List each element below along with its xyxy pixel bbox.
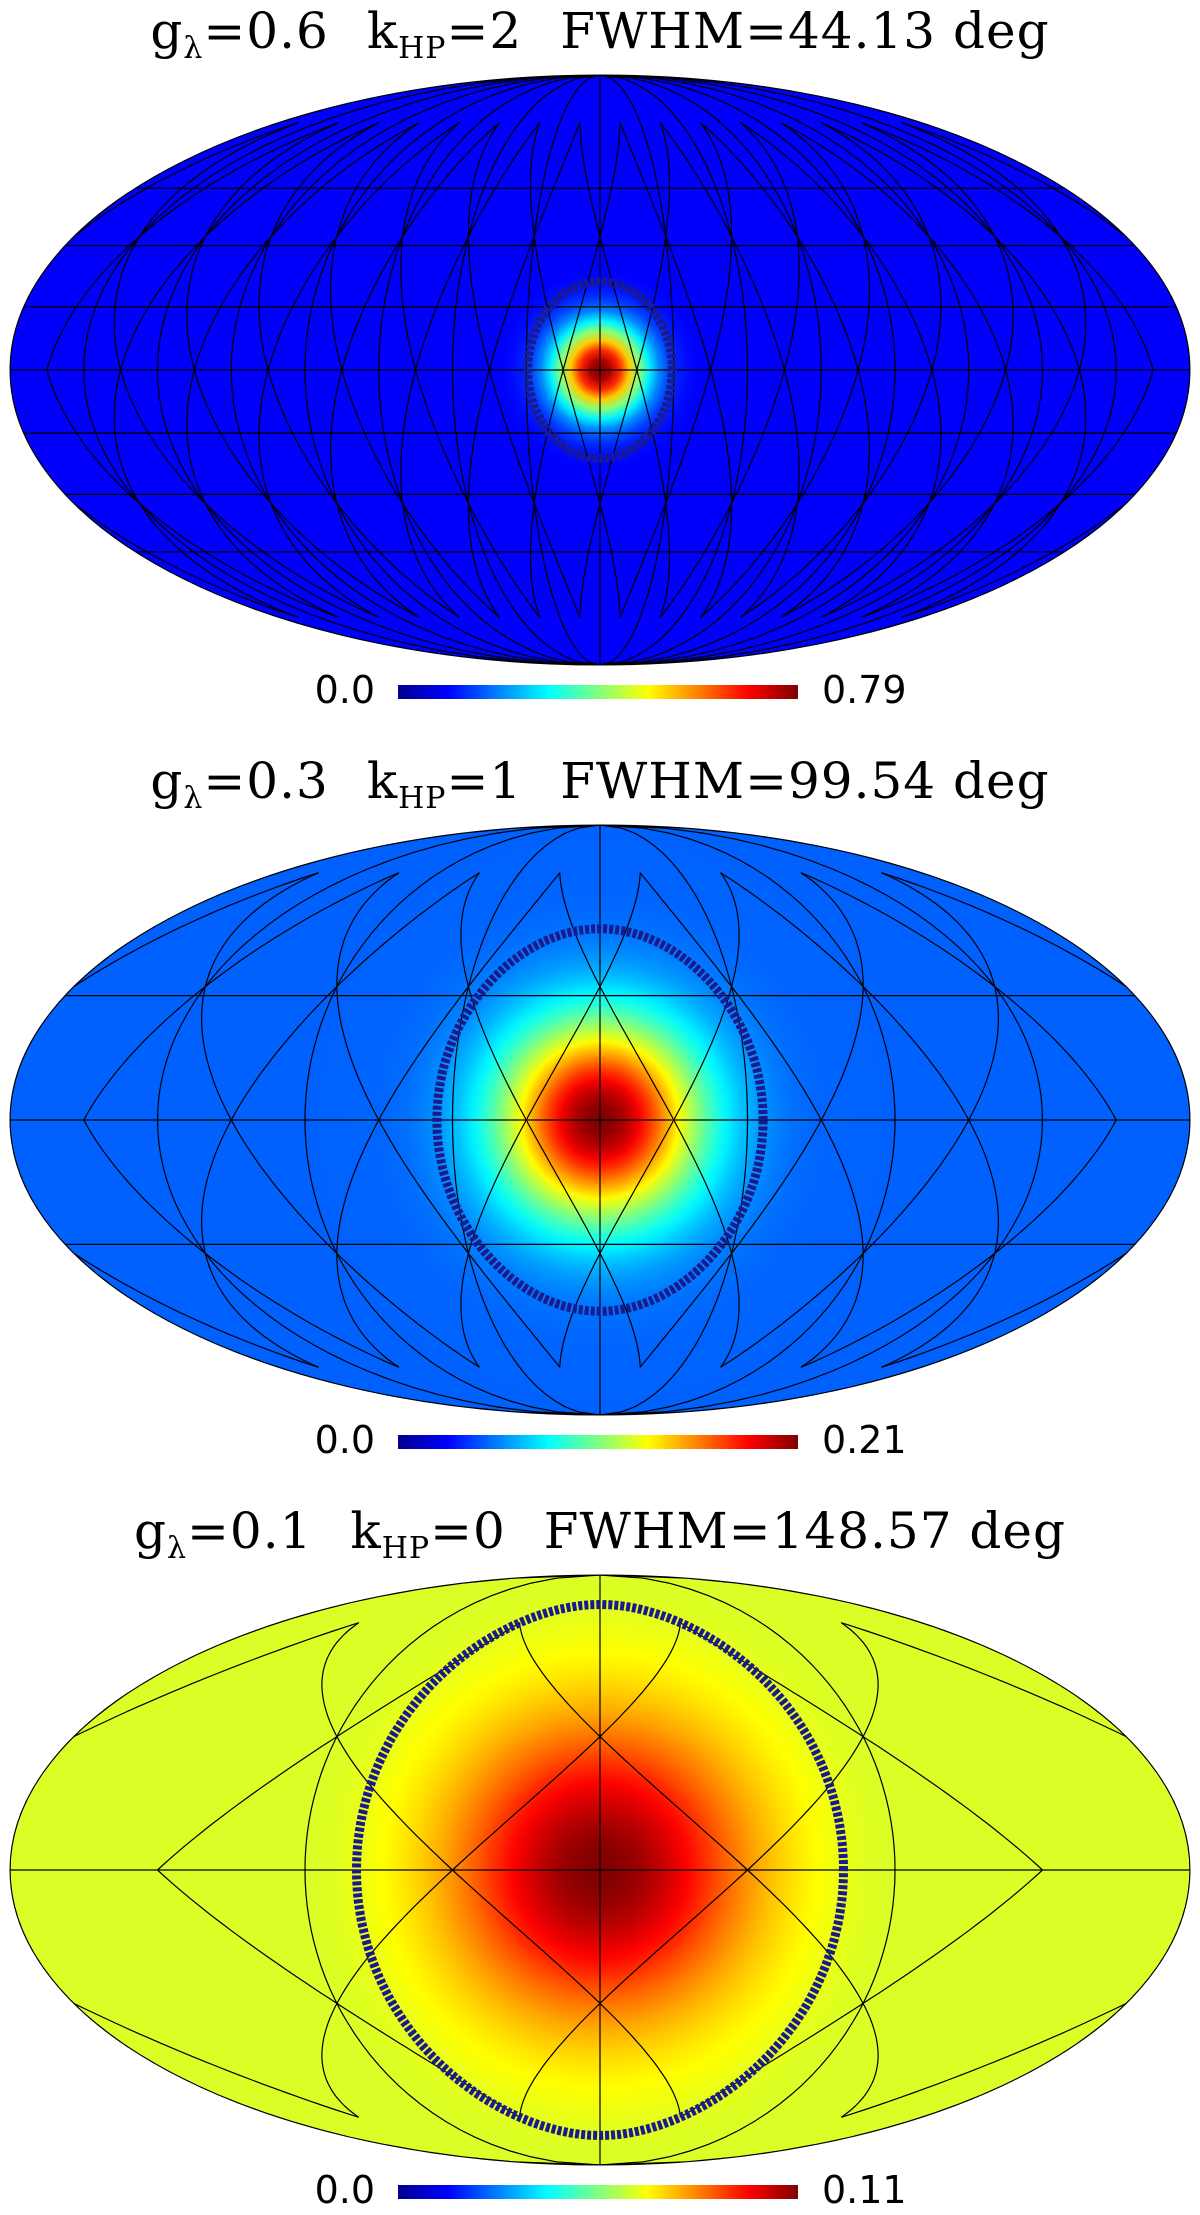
grid-boundary bbox=[46, 122, 339, 371]
g-symbol: g bbox=[150, 752, 184, 810]
g-subscript: λ bbox=[183, 781, 204, 816]
mollweide-map-2 bbox=[9, 824, 1191, 1416]
grid-boundary bbox=[700, 122, 733, 371]
grid-boundary bbox=[120, 369, 380, 618]
g-value: =0.1 bbox=[186, 1502, 313, 1560]
fwhm-label: FWHM=148.57 deg bbox=[543, 1502, 1067, 1560]
fwhm-label: FWHM=99.54 deg bbox=[560, 752, 1050, 810]
k-value: =0 bbox=[430, 1502, 506, 1560]
k-value: =1 bbox=[446, 752, 523, 810]
panel-1-title: gλ=0.6 kHP=2 FWHM=44.13 deg bbox=[0, 6, 1200, 64]
grid-boundary bbox=[230, 872, 480, 1121]
g-value: =0.6 bbox=[203, 2, 329, 60]
mollweide-map-1 bbox=[9, 74, 1191, 666]
k-symbol: k bbox=[350, 1502, 382, 1560]
grid-boundary bbox=[881, 872, 1000, 1121]
grid-boundary bbox=[800, 872, 864, 1121]
grid-boundary bbox=[452, 1869, 681, 2118]
colorbar-max-label: 0.11 bbox=[822, 2168, 907, 2212]
map-outline bbox=[9, 74, 1191, 666]
g-value: =0.3 bbox=[203, 752, 329, 810]
k-subscript: HP bbox=[398, 31, 447, 66]
g-symbol: g bbox=[150, 2, 184, 60]
grid-boundary bbox=[780, 369, 870, 618]
colorbar-3: 0.0 0.11 bbox=[0, 2165, 1200, 2215]
grid-boundary bbox=[230, 1119, 480, 1368]
grid-boundary bbox=[780, 122, 870, 371]
colorbar-min-label: 0.0 bbox=[314, 668, 375, 712]
grid-boundary bbox=[193, 369, 420, 618]
healpix-grid bbox=[10, 75, 1190, 665]
grid-boundary bbox=[673, 1119, 740, 1368]
colorbar-1: 0.0 0.79 bbox=[0, 665, 1200, 715]
colorbar-gradient bbox=[398, 2185, 798, 2199]
grid-boundary bbox=[452, 1622, 681, 1871]
k-subscript: HP bbox=[398, 781, 447, 816]
g-symbol: g bbox=[133, 1502, 167, 1560]
colorbar-max-label: 0.79 bbox=[822, 668, 907, 712]
grid-boundary bbox=[525, 872, 641, 1121]
grid-boundary bbox=[901, 369, 1087, 618]
grid-boundary bbox=[193, 122, 420, 371]
grid-boundary bbox=[378, 872, 561, 1121]
healpix-grid bbox=[10, 825, 1190, 1415]
grid-boundary bbox=[83, 872, 400, 1121]
k-subscript: HP bbox=[381, 1531, 431, 1566]
map-outline bbox=[9, 1574, 1191, 2166]
grid-boundary bbox=[636, 369, 671, 618]
colorbar-2: 0.0 0.21 bbox=[0, 1415, 1200, 1465]
k-symbol: k bbox=[366, 752, 399, 810]
grid-boundary bbox=[820, 369, 942, 618]
fwhm-ring bbox=[523, 277, 677, 463]
grid-boundary bbox=[267, 369, 460, 618]
grid-boundary bbox=[120, 122, 380, 371]
grid-boundary bbox=[415, 122, 541, 371]
fwhm-label: FWHM=44.13 deg bbox=[560, 2, 1050, 60]
map-outline bbox=[9, 824, 1191, 1416]
grid-boundary bbox=[673, 872, 740, 1121]
grid-boundary bbox=[83, 1119, 400, 1368]
colorbar-min-label: 0.0 bbox=[314, 1418, 375, 1462]
grid-boundary bbox=[488, 369, 581, 618]
grid-boundary bbox=[700, 369, 733, 618]
panel-2-title: gλ=0.3 kHP=1 FWHM=99.54 deg bbox=[0, 756, 1200, 814]
grid-boundary bbox=[861, 122, 1014, 371]
colorbar-gradient bbox=[398, 1435, 798, 1449]
grid-boundary bbox=[820, 122, 942, 371]
colorbar-gradient bbox=[398, 685, 798, 699]
grid-boundary bbox=[341, 369, 500, 618]
grid-boundary bbox=[881, 1119, 1000, 1368]
grid-boundary bbox=[901, 122, 1087, 371]
colorbar-min-label: 0.0 bbox=[314, 2168, 375, 2212]
grid-boundary bbox=[415, 369, 541, 618]
grid-boundary bbox=[747, 1622, 879, 1871]
grid-boundary bbox=[800, 1119, 864, 1368]
fwhm-ring bbox=[432, 924, 768, 1316]
colorbar-max-label: 0.21 bbox=[822, 1418, 907, 1462]
grid-boundary bbox=[46, 369, 339, 618]
fwhm-ring bbox=[351, 1599, 849, 2141]
grid-boundary bbox=[740, 369, 800, 618]
grid-boundary bbox=[747, 1869, 879, 2118]
grid-boundary bbox=[267, 122, 460, 371]
grid-boundary bbox=[636, 122, 671, 371]
grid-boundary bbox=[341, 122, 500, 371]
grid-boundary bbox=[488, 122, 581, 371]
grid-boundary bbox=[562, 122, 621, 371]
k-symbol: k bbox=[366, 2, 399, 60]
mollweide-map-3 bbox=[9, 1574, 1191, 2166]
grid-boundary bbox=[378, 1119, 561, 1368]
grid-boundary bbox=[525, 1119, 641, 1368]
panel-3-title: gλ=0.1 kHP=0 FWHM=148.57 deg bbox=[0, 1506, 1200, 1564]
grid-boundary bbox=[157, 1622, 520, 1871]
grid-boundary bbox=[740, 122, 800, 371]
g-subscript: λ bbox=[183, 31, 204, 66]
grid-boundary bbox=[861, 369, 1014, 618]
k-value: =2 bbox=[446, 2, 523, 60]
g-subscript: λ bbox=[166, 1531, 187, 1566]
healpix-grid bbox=[10, 1575, 1190, 2165]
grid-boundary bbox=[562, 369, 621, 618]
